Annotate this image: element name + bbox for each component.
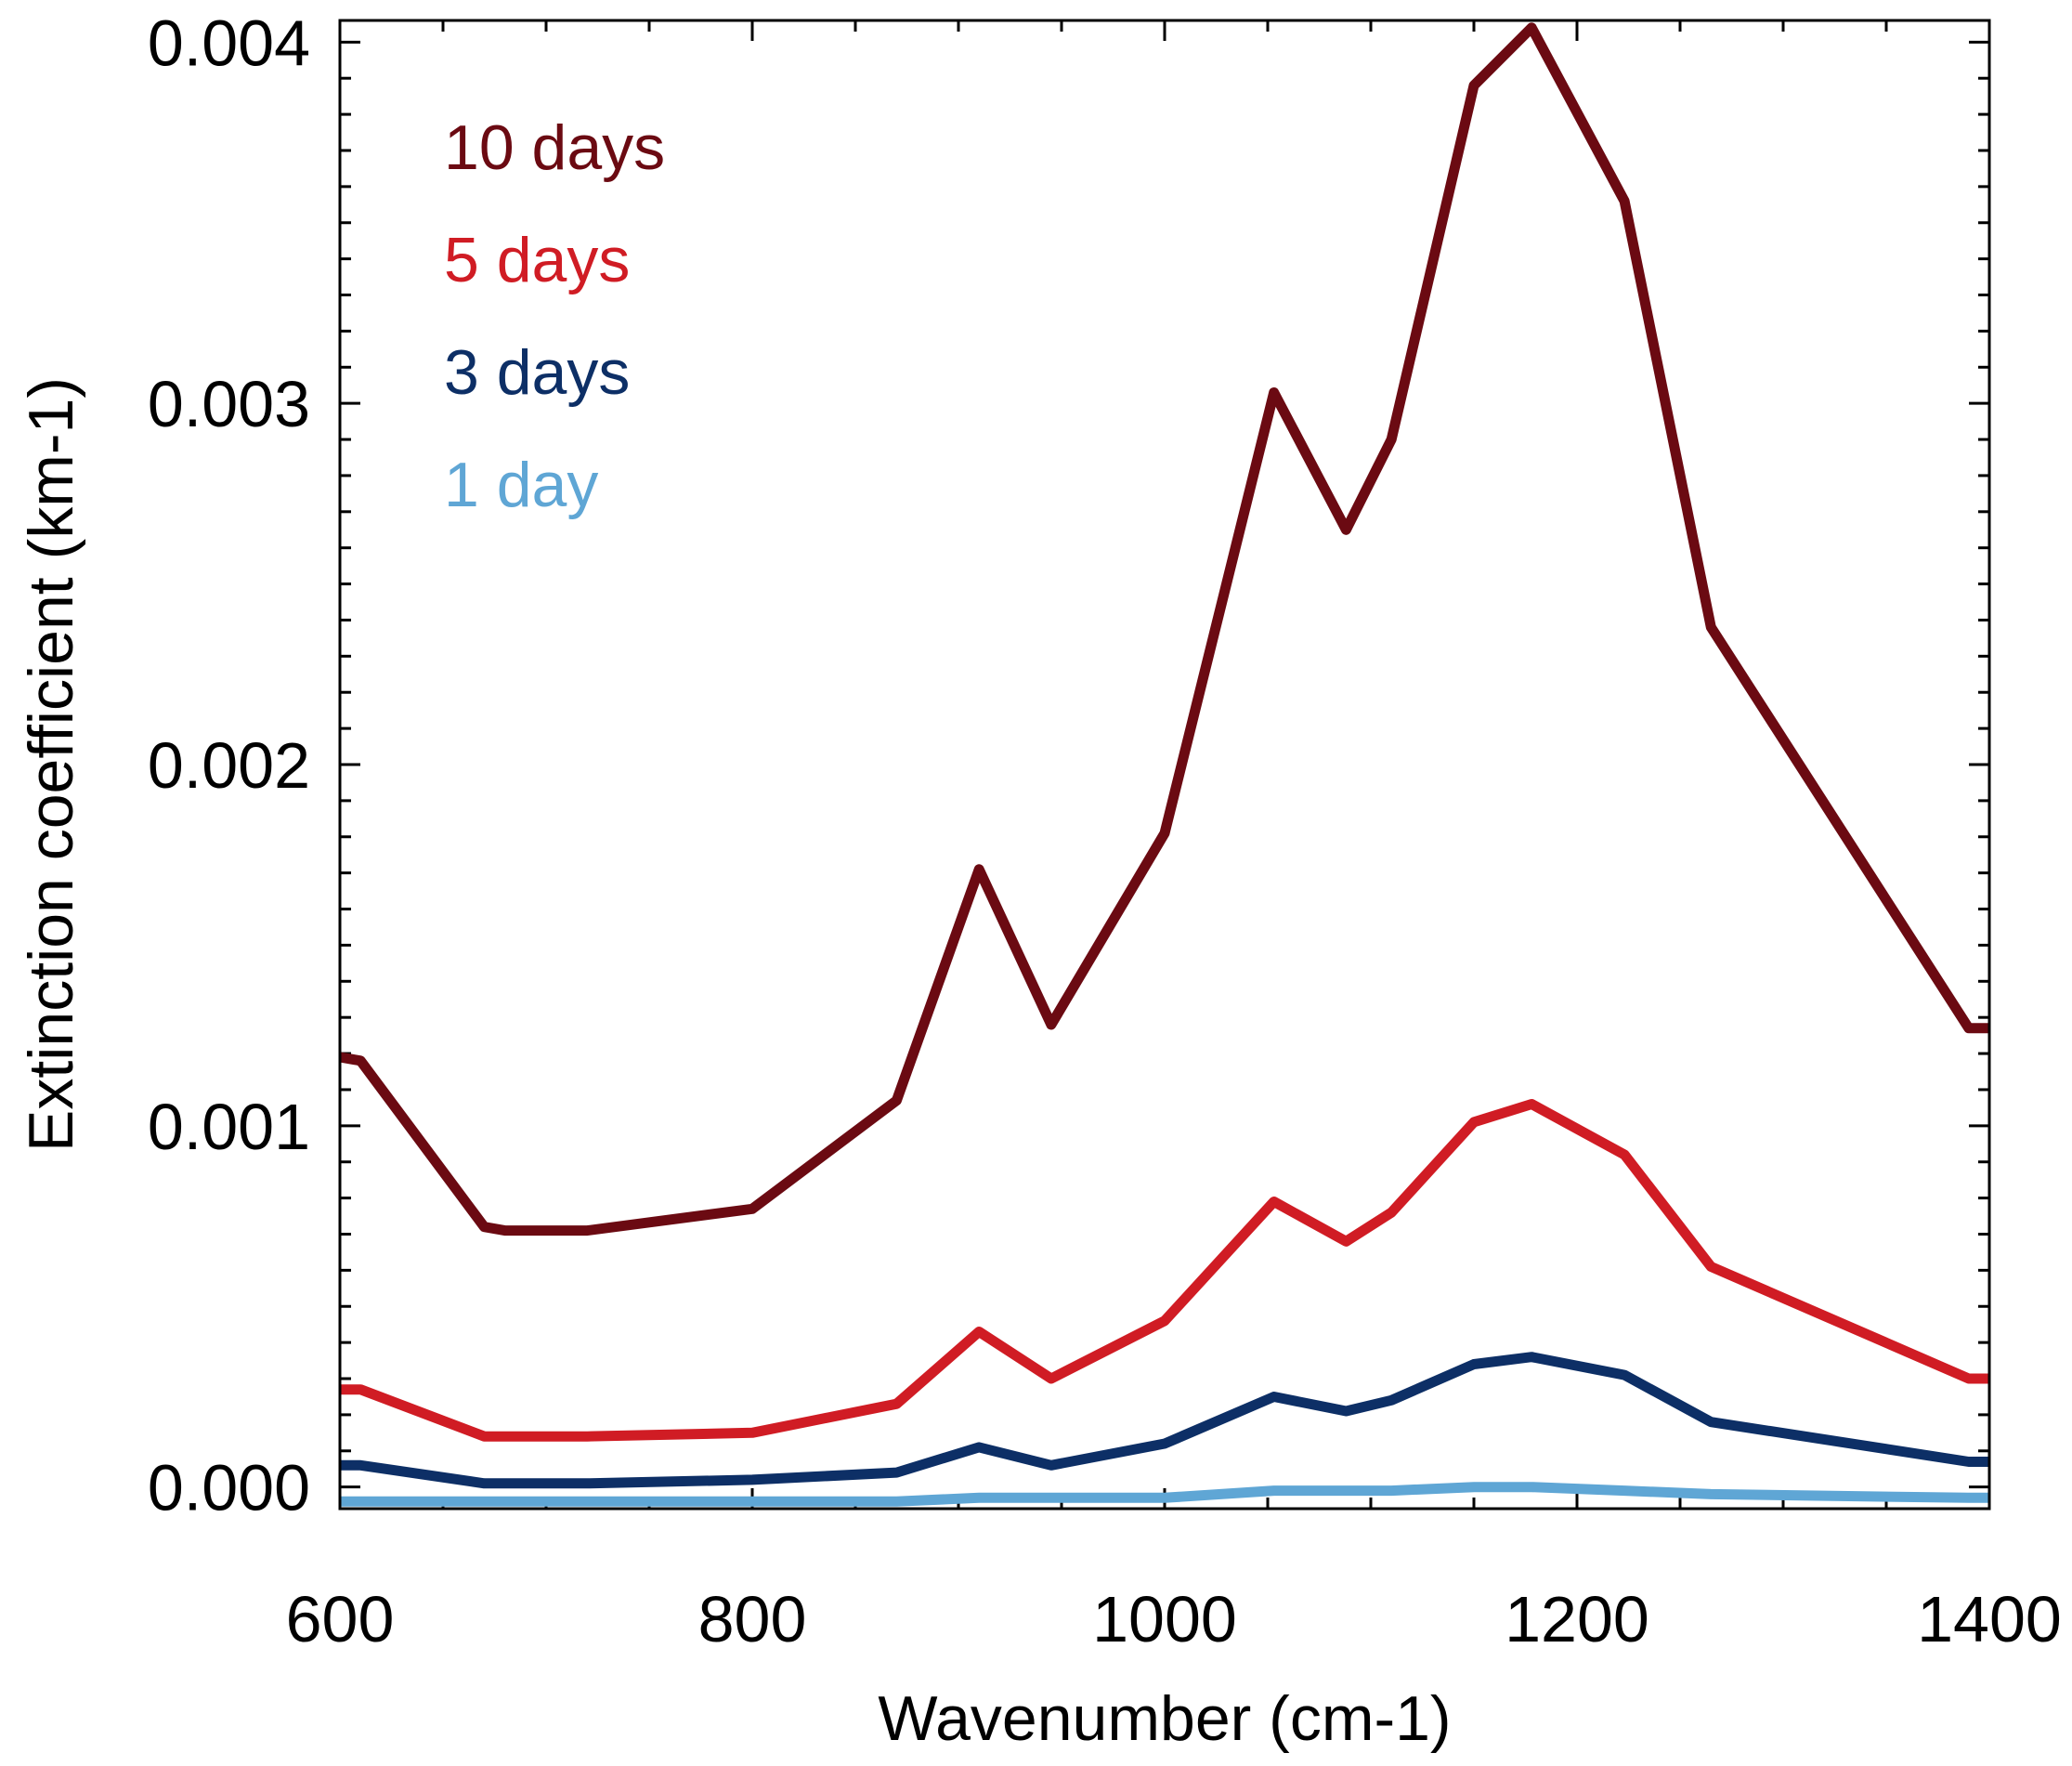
series-line-1-day (340, 1482, 1989, 1507)
x-tick-label: 1000 (1092, 1583, 1237, 1655)
y-tick-label: 0.000 (148, 1452, 310, 1524)
series-line-5-days (340, 1099, 1989, 1442)
legend-label-3-days: 3 days (444, 337, 630, 408)
series-line-3-days (340, 1352, 1989, 1489)
y-tick-labels: 0.000 0.001 0.002 0.003 0.004 (148, 7, 310, 1524)
legend-label-5-days: 5 days (444, 225, 630, 295)
x-axis-title: Wavenumber (cm-1) (878, 1683, 1451, 1754)
x-tick-label: 1400 (1917, 1583, 2062, 1655)
legend-label-10-days: 10 days (444, 112, 665, 183)
y-tick-label: 0.002 (148, 729, 310, 802)
legend-label-1-day: 1 day (444, 450, 598, 520)
minor-ticks (340, 20, 1989, 1509)
x-tick-labels: 600 800 1000 1200 1400 (286, 1583, 2062, 1655)
x-tick-label: 600 (286, 1583, 395, 1655)
series-lines (339, 22, 1989, 1507)
series-line-10-days (339, 22, 1989, 1236)
y-tick-label: 0.001 (148, 1091, 310, 1163)
x-tick-label: 1200 (1505, 1583, 1649, 1655)
y-tick-label: 0.003 (148, 368, 310, 440)
x-tick-label: 800 (698, 1583, 807, 1655)
y-tick-label: 0.004 (148, 7, 310, 79)
legend: 10 days 5 days 3 days 1 day (444, 112, 665, 520)
y-axis-title: Extinction coefficient (km-1) (16, 377, 86, 1152)
plot-frame (338, 19, 1991, 1511)
